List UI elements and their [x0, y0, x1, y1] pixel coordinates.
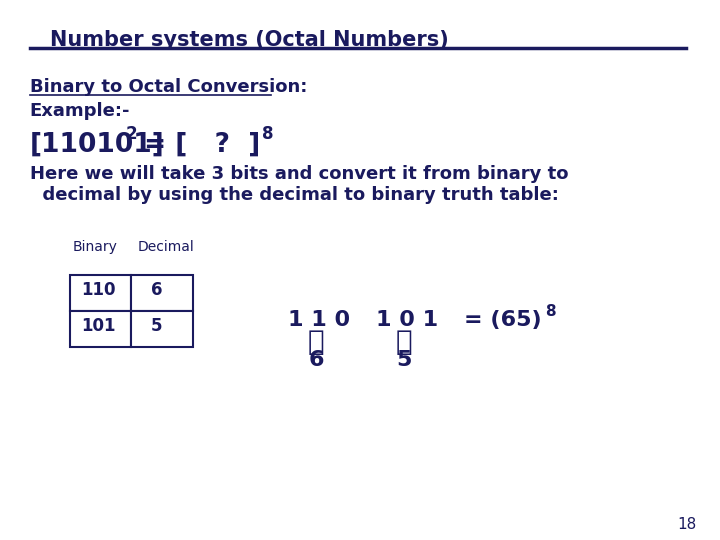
Text: [110101]: [110101]: [30, 132, 165, 158]
Text: Binary: Binary: [73, 240, 117, 254]
Text: Number systems (Octal Numbers): Number systems (Octal Numbers): [50, 30, 449, 50]
Text: 1 0 1: 1 0 1: [376, 310, 438, 330]
Text: ⏟: ⏟: [395, 328, 412, 356]
Bar: [70, 275, 131, 311]
Text: 8: 8: [545, 304, 556, 319]
Text: Example:-: Example:-: [30, 102, 130, 120]
Text: Binary to Octal Conversion:: Binary to Octal Conversion:: [30, 78, 307, 96]
Text: = (65): = (65): [464, 310, 541, 330]
Text: 110: 110: [81, 281, 116, 299]
Text: 6: 6: [151, 281, 163, 299]
Text: decimal by using the decimal to binary truth table:: decimal by using the decimal to binary t…: [30, 186, 559, 204]
Text: = [   ?  ]: = [ ? ]: [135, 132, 261, 158]
Text: 18: 18: [677, 517, 696, 532]
Text: 6: 6: [309, 350, 324, 370]
Bar: [131, 275, 193, 311]
Text: 2: 2: [125, 125, 137, 143]
Bar: [131, 311, 193, 347]
Text: Decimal: Decimal: [138, 240, 194, 254]
Text: 5: 5: [151, 317, 163, 335]
Text: 8: 8: [261, 125, 273, 143]
Text: 1 1 0: 1 1 0: [289, 310, 351, 330]
Text: ⏟: ⏟: [308, 328, 325, 356]
Text: Here we will take 3 bits and convert it from binary to: Here we will take 3 bits and convert it …: [30, 165, 568, 183]
Bar: [70, 311, 131, 347]
Text: 101: 101: [81, 317, 116, 335]
Text: 5: 5: [396, 350, 412, 370]
